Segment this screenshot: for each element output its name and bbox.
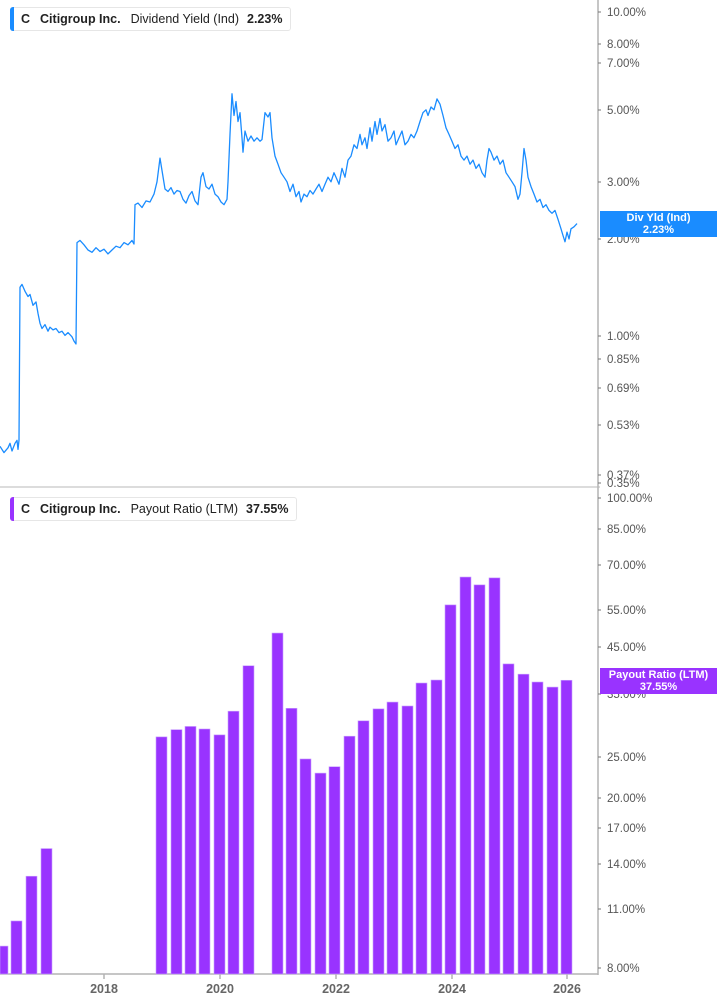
payout-y-tick-label: 70.00% — [607, 560, 646, 572]
payout-bar[interactable] — [328, 766, 341, 975]
payout-bar[interactable] — [25, 875, 38, 975]
payout-bar[interactable] — [343, 735, 356, 975]
payout-bar[interactable] — [170, 729, 183, 975]
payout-bar[interactable] — [242, 665, 255, 975]
yield-y-tick-label: 0.37% — [607, 470, 640, 482]
payout-bar[interactable] — [546, 686, 559, 975]
payout-bar[interactable] — [198, 728, 211, 975]
payout-y-tick-label: 45.00% — [607, 642, 646, 654]
payout-bar[interactable] — [372, 708, 385, 975]
yield-legend-metric: Dividend Yield (Ind) — [130, 12, 239, 26]
payout-bar[interactable] — [502, 663, 515, 975]
payout-bar[interactable] — [430, 679, 443, 975]
yield-flag-value: 2.23% — [642, 224, 675, 236]
payout-bar[interactable] — [213, 734, 226, 975]
yield-y-axis: 10.00% 8.00% 7.00% 5.00% 3.00% 2.00% 1.00% 0.85… — [598, 7, 646, 490]
payout-bar[interactable] — [40, 848, 53, 975]
payout-y-tick-label: 55.00% — [607, 605, 646, 617]
payout-bar[interactable] — [488, 577, 501, 975]
yield-legend-value: 2.23% — [247, 12, 283, 26]
yield-legend[interactable]: C Citigroup Inc. Dividend Yield (Ind) 2.… — [10, 7, 292, 31]
yield-y-tick-label: 8.00% — [607, 39, 640, 51]
payout-bar[interactable] — [299, 758, 312, 975]
payout-bar[interactable] — [459, 576, 472, 975]
payout-bar[interactable] — [314, 772, 327, 975]
x-tick-label: 2024 — [438, 982, 466, 996]
yield-y-tick-label: 0.35% — [607, 478, 640, 490]
payout-bar[interactable] — [0, 945, 9, 975]
payout-bar[interactable] — [401, 705, 414, 975]
yield-last-value-flag: Div Yld (Ind) 2.23% — [600, 211, 717, 237]
x-tick-label: 2020 — [206, 982, 234, 996]
payout-bar[interactable] — [560, 679, 573, 975]
payout-legend-metric: Payout Ratio (LTM) — [130, 502, 239, 516]
dividend-yield-line — [0, 93, 578, 454]
payout-bar[interactable] — [415, 682, 428, 975]
payout-y-tick-label: 25.00% — [607, 752, 646, 764]
yield-y-tick-label: 2.00% — [607, 234, 640, 246]
payout-bar[interactable] — [271, 632, 284, 975]
payout-legend[interactable]: C Citigroup Inc. Payout Ratio (LTM) 37.5… — [10, 497, 298, 521]
yield-y-tick-label: 7.00% — [607, 58, 640, 70]
payout-flag-label: Payout Ratio (LTM) — [608, 669, 709, 681]
payout-bar[interactable] — [227, 710, 240, 975]
payout-y-tick-label: 8.00% — [607, 963, 640, 975]
payout-y-tick-label: 20.00% — [607, 793, 646, 805]
payout-bar[interactable] — [517, 673, 530, 975]
panel-divider — [0, 486, 600, 488]
yield-y-tick-label: 0.85% — [607, 354, 640, 366]
payout-bar[interactable] — [357, 720, 370, 975]
yield-y-tick-label: 10.00% — [607, 7, 646, 19]
payout-bar[interactable] — [531, 681, 544, 975]
yield-flag-label: Div Yld (Ind) — [626, 212, 691, 224]
payout-flag-value: 37.55% — [639, 681, 678, 693]
yield-legend-company: Citigroup Inc. — [40, 12, 121, 26]
payout-bars — [0, 576, 573, 975]
payout-last-value-flag: Payout Ratio (LTM) 37.55% — [600, 668, 717, 694]
payout-y-axis: 100.00%85.00%70.00%55.00%45.00%35.00%25.… — [598, 493, 652, 975]
payout-bar[interactable] — [155, 736, 168, 975]
x-tick-label: 2026 — [553, 982, 581, 996]
yield-y-tick-label: 0.69% — [607, 383, 640, 395]
payout-legend-company: Citigroup Inc. — [40, 502, 121, 516]
payout-y-tick-label: 11.00% — [607, 904, 645, 916]
yield-legend-ticker: C — [21, 12, 31, 26]
payout-legend-value: 37.55% — [246, 502, 289, 516]
payout-y-tick-label: 100.00% — [607, 493, 652, 505]
x-tick-label: 2022 — [322, 982, 350, 996]
payout-bar[interactable] — [285, 707, 298, 975]
payout-bar[interactable] — [473, 584, 486, 975]
x-axis: 2018 2020 2022 2024 2026 — [90, 974, 581, 996]
yield-y-tick-label: 3.00% — [607, 177, 640, 189]
yield-legend-color-bar — [10, 7, 14, 31]
payout-bar[interactable] — [444, 604, 457, 975]
payout-bar[interactable] — [386, 701, 399, 975]
payout-bar[interactable] — [10, 920, 23, 975]
payout-bar[interactable] — [184, 726, 197, 975]
payout-y-tick-label: 17.00% — [607, 823, 646, 835]
yield-y-tick-label: 1.00% — [607, 331, 640, 343]
payout-legend-color-bar — [10, 497, 14, 521]
yield-y-tick-label: 0.53% — [607, 420, 640, 432]
yield-y-tick-label: 5.00% — [607, 105, 640, 117]
payout-y-tick-label: 85.00% — [607, 524, 646, 536]
payout-y-tick-label: 14.00% — [607, 859, 646, 871]
x-tick-label: 2018 — [90, 982, 118, 996]
payout-legend-ticker: C — [21, 502, 31, 516]
